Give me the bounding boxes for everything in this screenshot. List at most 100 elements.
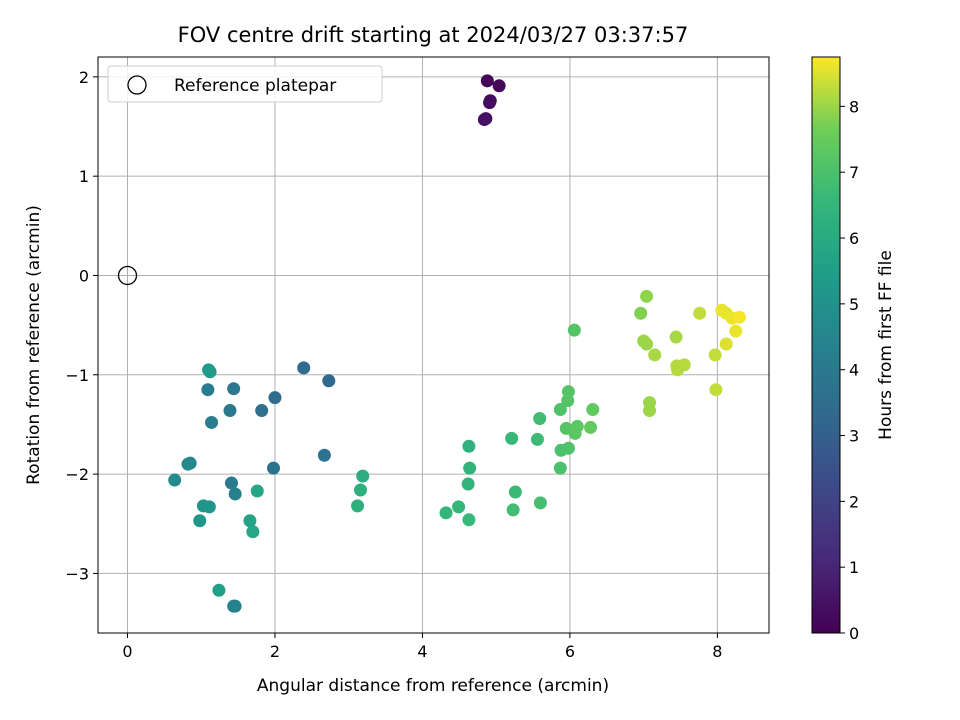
- legend: Reference platepar: [107, 65, 383, 103]
- data-point: [228, 487, 242, 501]
- y-axis-ticks: −3 −2 −1 0 1 2: [65, 68, 98, 583]
- data-point: [729, 324, 743, 338]
- reference-point-marker: [117, 265, 138, 286]
- data-point: [492, 79, 506, 93]
- data-point: [243, 514, 257, 528]
- x-tick-label: 4: [417, 642, 427, 661]
- y-axis-label: Rotation from reference (arcmin): [24, 205, 44, 485]
- colorbar-tick-label: 5: [849, 295, 859, 314]
- colorbar-tick-label: 1: [849, 558, 859, 577]
- data-point: [561, 441, 575, 455]
- data-point: [223, 404, 237, 418]
- x-tick-label: 6: [565, 642, 575, 661]
- data-point: [505, 431, 519, 445]
- data-point: [533, 411, 547, 425]
- data-point: [227, 382, 241, 396]
- data-point: [586, 403, 600, 417]
- legend-entry-reference: Reference platepar: [174, 76, 336, 96]
- y-tick-label: −2: [65, 465, 89, 484]
- data-point: [553, 461, 567, 475]
- data-point: [268, 391, 282, 405]
- y-tick-label: 1: [79, 167, 89, 186]
- data-point: [351, 499, 365, 513]
- data-point: [733, 310, 747, 324]
- data-point: [202, 500, 216, 514]
- x-tick-label: 8: [712, 642, 722, 661]
- data-point: [584, 420, 598, 434]
- legend-box: [107, 65, 383, 103]
- data-point: [168, 473, 182, 487]
- data-point: [506, 503, 520, 517]
- data-point: [246, 525, 260, 539]
- grid-lines: [98, 57, 769, 633]
- data-point: [508, 485, 522, 499]
- colorbar: 0 1 2 3 4 5 6 7 8 Hours from first FF file: [811, 56, 896, 643]
- colorbar-tick-label: 4: [849, 361, 859, 380]
- data-point: [561, 385, 575, 399]
- data-point: [648, 348, 662, 362]
- data-point: [677, 358, 691, 372]
- colorbar-tick-label: 8: [849, 97, 859, 116]
- data-point: [708, 348, 722, 362]
- data-point: [461, 477, 475, 491]
- data-point: [354, 483, 368, 497]
- data-point: [530, 432, 544, 446]
- data-point: [452, 500, 466, 514]
- data-point: [322, 374, 336, 388]
- data-point: [462, 439, 476, 453]
- data-point: [477, 113, 491, 127]
- x-tick-label: 0: [122, 642, 132, 661]
- data-point: [212, 583, 226, 597]
- data-point: [181, 457, 195, 471]
- data-point: [462, 513, 476, 527]
- y-tick-label: −1: [65, 366, 89, 385]
- data-point: [224, 476, 238, 490]
- data-point: [669, 330, 683, 344]
- colorbar-label: Hours from first FF file: [876, 250, 896, 440]
- data-point: [567, 323, 581, 337]
- legend-reference-marker: [127, 75, 147, 95]
- y-tick-label: −3: [65, 564, 89, 583]
- colorbar-tick-label: 6: [849, 229, 859, 248]
- data-point: [439, 506, 453, 520]
- data-point: [228, 599, 242, 613]
- data-point: [643, 404, 657, 418]
- data-point: [640, 289, 654, 303]
- colorbar-tick-label: 3: [849, 427, 859, 446]
- data-point: [480, 74, 494, 88]
- x-axis-ticks: 0 2 4 6 8: [122, 633, 722, 661]
- data-point: [250, 484, 264, 498]
- data-point: [297, 361, 311, 375]
- data-point: [356, 469, 370, 483]
- data-point: [693, 306, 707, 320]
- data-point: [255, 404, 269, 418]
- colorbar-tick-label: 7: [849, 163, 859, 182]
- data-point: [203, 365, 217, 379]
- data-point: [553, 403, 567, 417]
- data-point: [201, 383, 215, 397]
- data-point: [317, 448, 331, 462]
- data-points: [117, 74, 747, 613]
- colorbar-tick-label: 2: [849, 492, 859, 511]
- y-tick-label: 2: [79, 68, 89, 87]
- data-point: [193, 514, 207, 528]
- data-point: [533, 496, 547, 510]
- data-point: [719, 337, 733, 351]
- data-point: [570, 419, 584, 433]
- data-point: [640, 337, 654, 351]
- data-point: [266, 461, 280, 475]
- colorbar-ticks: 0 1 2 3 4 5 6 7 8: [840, 97, 859, 643]
- data-point: [483, 96, 497, 110]
- x-axis-label: Angular distance from reference (arcmin): [257, 676, 609, 696]
- data-point: [463, 461, 477, 475]
- data-point: [709, 383, 723, 397]
- chart-title: FOV centre drift starting at 2024/03/27 …: [178, 23, 689, 47]
- x-tick-label: 2: [270, 642, 280, 661]
- colorbar-gradient: [811, 56, 841, 634]
- y-tick-label: 0: [79, 266, 89, 285]
- data-point: [634, 306, 648, 320]
- colorbar-tick-label: 0: [849, 624, 859, 643]
- data-point: [205, 415, 219, 429]
- plot-frame: [97, 56, 770, 634]
